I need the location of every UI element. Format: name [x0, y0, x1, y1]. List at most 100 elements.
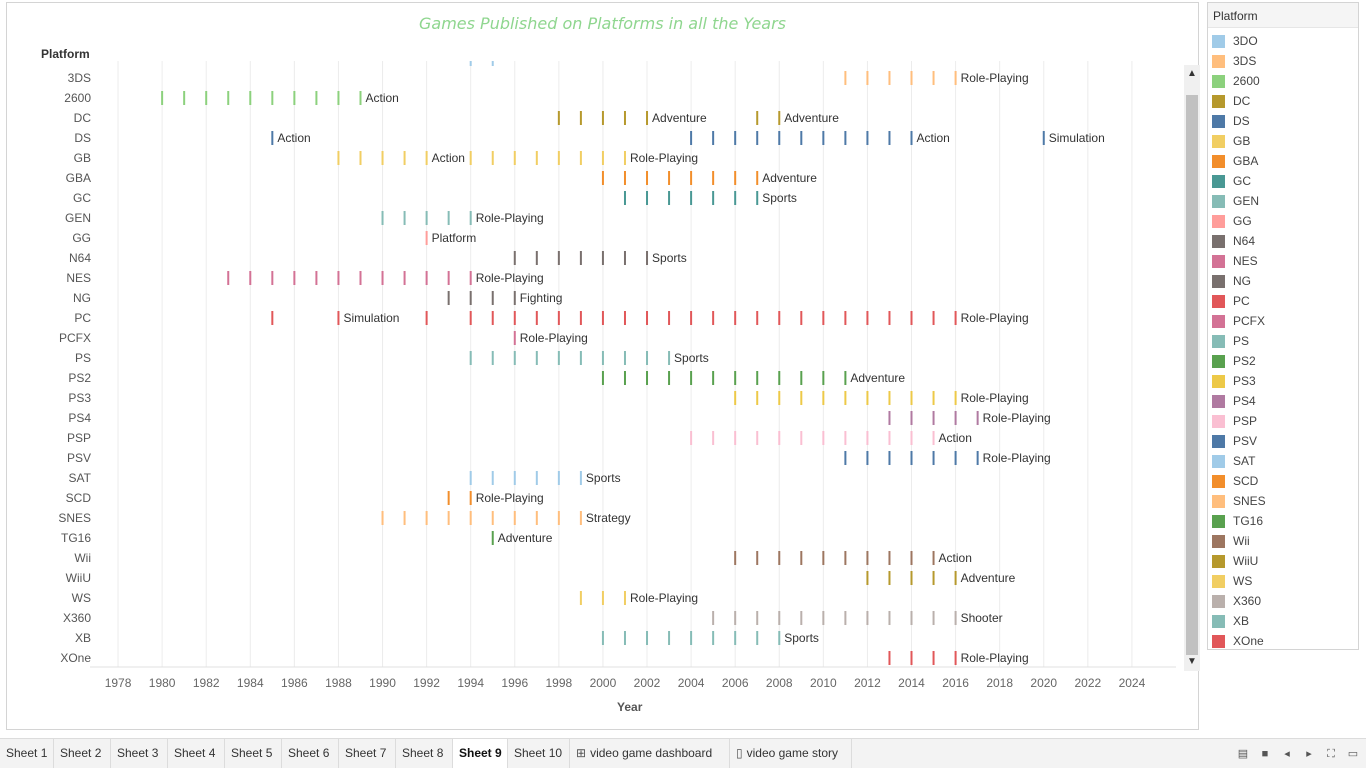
- legend-swatch: [1212, 394, 1225, 408]
- mark-label: Role-Playing: [983, 451, 1051, 465]
- legend-item[interactable]: 2600: [1212, 71, 1260, 91]
- tab-sheet-9[interactable]: Sheet 9: [453, 739, 508, 768]
- legend-item[interactable]: Wii: [1212, 531, 1250, 551]
- row-label: 3DS: [68, 71, 91, 85]
- tab-sheet-2[interactable]: Sheet 2: [54, 739, 111, 768]
- legend-item[interactable]: PS: [1212, 331, 1249, 351]
- presentation-icon[interactable]: ▭: [1347, 748, 1359, 760]
- mark-label: Shooter: [961, 611, 1003, 625]
- row-header-platform[interactable]: Platform: [41, 47, 90, 61]
- legend-item[interactable]: PSV: [1212, 431, 1257, 451]
- legend-item[interactable]: PCFX: [1212, 311, 1265, 331]
- legend-swatch: [1212, 634, 1225, 648]
- row-label: X360: [63, 611, 91, 625]
- legend-item[interactable]: SAT: [1212, 451, 1255, 471]
- x-tick-label: 2014: [898, 676, 925, 690]
- scroll-thumb[interactable]: [1186, 95, 1198, 655]
- legend-label: DC: [1233, 94, 1251, 108]
- scroll-up-icon[interactable]: ▲: [1187, 68, 1197, 79]
- legend-item[interactable]: GEN: [1212, 191, 1259, 211]
- legend-item[interactable]: GC: [1212, 171, 1251, 191]
- tab-label: Sheet 8: [402, 746, 444, 760]
- tab-label: Sheet 3: [117, 746, 159, 760]
- legend-label: DS: [1233, 114, 1250, 128]
- legend-item[interactable]: TG16: [1212, 511, 1263, 531]
- tab-sheet-3[interactable]: Sheet 3: [111, 739, 168, 768]
- legend-label: PSV: [1233, 434, 1258, 448]
- mark-label: Sports: [784, 631, 819, 645]
- tabs-view-icon[interactable]: ■: [1261, 748, 1269, 760]
- scroll-down-icon[interactable]: ▼: [1187, 656, 1197, 667]
- filmstrip-view-icon[interactable]: ▤: [1237, 748, 1249, 760]
- x-tick-label: 2012: [854, 676, 881, 690]
- legend-item[interactable]: PC: [1212, 291, 1250, 311]
- legend-label: Wii: [1233, 534, 1250, 548]
- fullscreen-icon[interactable]: ⛶: [1327, 748, 1335, 760]
- tab-video-game-dashboard[interactable]: ⊞ video game dashboard: [570, 739, 730, 768]
- sheet-tab-bar: Sheet 1 Sheet 2 Sheet 3 Sheet 4 Sheet 5 Sheet…: [0, 738, 1366, 768]
- legend-item[interactable]: NG: [1212, 271, 1251, 291]
- mark-label: Simulation: [343, 311, 399, 325]
- mark-label: Action: [432, 151, 465, 165]
- legend-item[interactable]: DC: [1212, 91, 1250, 111]
- legend-item[interactable]: N64: [1212, 231, 1255, 251]
- x-tick-label: 2022: [1074, 676, 1101, 690]
- tab-sheet-10[interactable]: Sheet 10: [508, 739, 570, 768]
- tab-sheet-5[interactable]: Sheet 5: [225, 739, 282, 768]
- legend-item[interactable]: 3DO: [1212, 31, 1258, 51]
- tab-sheet-1[interactable]: Sheet 1: [0, 739, 54, 768]
- legend-item[interactable]: NES: [1212, 251, 1258, 271]
- legend-swatch: [1212, 554, 1225, 568]
- legend-item[interactable]: SCD: [1212, 471, 1258, 491]
- legend-item[interactable]: DS: [1212, 111, 1250, 131]
- legend-label: GC: [1233, 174, 1251, 188]
- prev-sheet-icon[interactable]: ◂: [1284, 748, 1290, 760]
- x-tick-label: 1978: [105, 676, 132, 690]
- tab-label: video game dashboard: [590, 746, 713, 760]
- x-axis-title[interactable]: Year: [617, 700, 643, 714]
- tab-sheet-7[interactable]: Sheet 7: [339, 739, 396, 768]
- mark-label: Fighting: [520, 291, 563, 305]
- tab-sheet-6[interactable]: Sheet 6: [282, 739, 339, 768]
- row-label: N64: [69, 251, 91, 265]
- next-sheet-icon[interactable]: ▸: [1306, 748, 1312, 760]
- vertical-scrollbar[interactable]: ▲ ▼: [1184, 65, 1200, 671]
- x-tick-label: 2020: [1030, 676, 1057, 690]
- legend-item[interactable]: PS4: [1212, 391, 1256, 411]
- legend-item[interactable]: PS3: [1212, 371, 1256, 391]
- legend-item[interactable]: X360: [1212, 591, 1261, 611]
- legend-item[interactable]: GB: [1212, 131, 1250, 151]
- row-label: SAT: [69, 471, 92, 485]
- legend-swatch: [1212, 334, 1225, 348]
- row-label: NG: [73, 291, 91, 305]
- legend-item[interactable]: WS: [1212, 571, 1252, 591]
- mark-label: Adventure: [762, 171, 817, 185]
- legend-item[interactable]: 3DS: [1212, 51, 1256, 71]
- legend-item[interactable]: XOne: [1212, 631, 1264, 651]
- legend-item[interactable]: XB: [1212, 611, 1249, 631]
- legend-label: 3DO: [1233, 34, 1258, 48]
- tab-video-game-story[interactable]: ▯ video game story: [730, 739, 852, 768]
- mark-label: Sports: [652, 251, 687, 265]
- tab-sheet-4[interactable]: Sheet 4: [168, 739, 225, 768]
- legend-item[interactable]: WiiU: [1212, 551, 1258, 571]
- row-label: NES: [66, 271, 91, 285]
- tab-sheet-8[interactable]: Sheet 8: [396, 739, 453, 768]
- legend-item[interactable]: PSP: [1212, 411, 1257, 431]
- row-label: WiiU: [66, 571, 91, 585]
- mark-label: Adventure: [652, 111, 707, 125]
- row-label: XB: [75, 631, 91, 645]
- legend-swatch: [1212, 374, 1225, 388]
- legend-label: PC: [1233, 294, 1250, 308]
- legend-title[interactable]: Platform: [1208, 3, 1358, 28]
- x-tick-label: 2004: [678, 676, 705, 690]
- legend-item[interactable]: PS2: [1212, 351, 1256, 371]
- mark-label: Adventure: [498, 531, 553, 545]
- legend-item[interactable]: GG: [1212, 211, 1252, 231]
- legend-label: XOne: [1233, 634, 1264, 648]
- legend-item[interactable]: SNES: [1212, 491, 1266, 511]
- x-tick-label: 2018: [986, 676, 1013, 690]
- row-label: WS: [72, 591, 91, 605]
- legend-swatch: [1212, 354, 1225, 368]
- legend-item[interactable]: GBA: [1212, 151, 1258, 171]
